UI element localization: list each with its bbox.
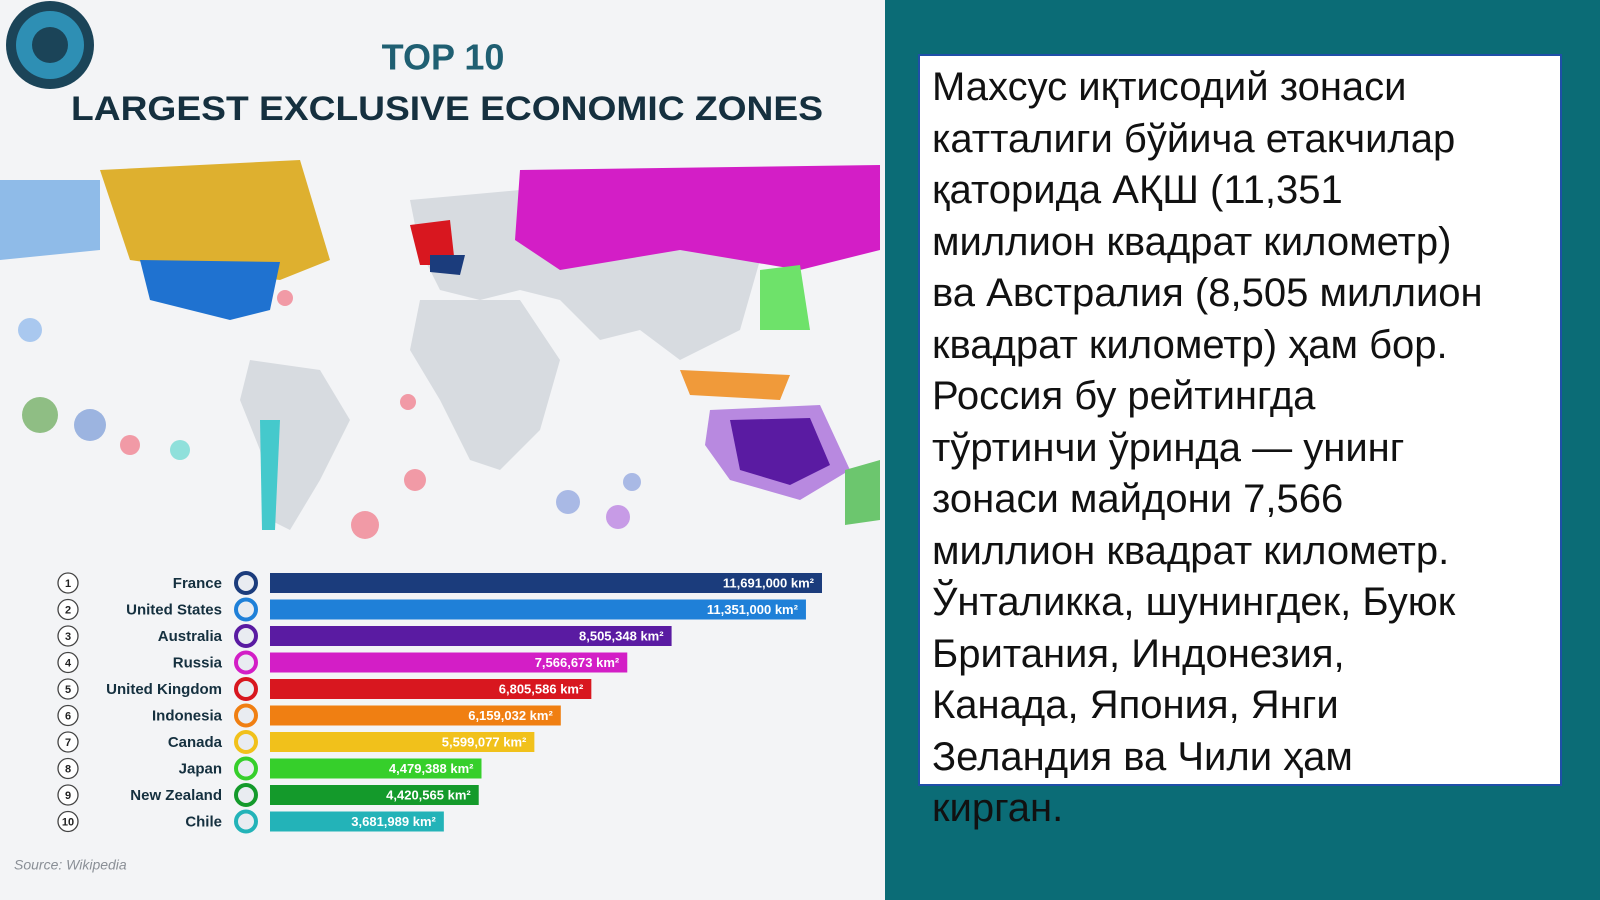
category-label: United States [126, 601, 222, 618]
bar [270, 732, 535, 752]
logo [6, 1, 94, 89]
rank-label: 4 [65, 657, 72, 669]
bar [270, 652, 628, 673]
rank-label: 8 [65, 763, 71, 775]
flag-icon [234, 677, 258, 701]
bar [270, 679, 592, 699]
text-panel-lines: Махсус иқтисодий зонаси катталиги бўйича … [932, 62, 1483, 835]
value-label: 8,505,348 km² [579, 628, 664, 643]
value-label: 7,566,673 km² [535, 655, 620, 670]
category-label: Australia [158, 628, 223, 645]
flag-icon [234, 650, 258, 675]
text-line: Махсус иқтисодий зонаси [932, 65, 1407, 109]
text-line: катталиги бўйича етакчилар [932, 116, 1456, 161]
flag-icon [234, 703, 258, 728]
text-line: Зеландия ва Чили ҳам [932, 734, 1353, 779]
text-line: миллион квадрат километр) [932, 219, 1452, 264]
category-label: United Kingdom [106, 681, 222, 698]
bar [270, 573, 822, 593]
chart-title: TOP 10 [382, 37, 505, 78]
rank-label: 1 [65, 578, 71, 590]
rank-label: 7 [65, 737, 71, 749]
value-label: 11,691,000 km² [723, 575, 815, 590]
bar [270, 758, 482, 779]
world-map [0, 160, 880, 539]
bar [270, 811, 444, 832]
category-label: Canada [168, 734, 223, 751]
text-panel [918, 54, 1562, 786]
infographic: TOP 10 LARGEST EXCLUSIVE ECONOMIC ZONES … [0, 0, 885, 900]
flag-icon [234, 571, 258, 595]
bar [270, 599, 806, 620]
value-label: 6,805,586 km² [499, 681, 584, 696]
rank-badge [57, 651, 79, 674]
value-label: 4,479,388 km² [389, 761, 474, 776]
value-label: 4,420,565 km² [386, 787, 471, 802]
text-line: қаторида АҚШ (11,351 [932, 168, 1343, 212]
rank-label: 3 [65, 631, 71, 643]
rank-badge [57, 757, 79, 780]
flag-icon [234, 809, 258, 834]
bar [270, 626, 672, 646]
rank-label: 2 [65, 604, 71, 616]
text-line: тўртинчи ўринда — унинг [932, 425, 1405, 470]
rank-badge [57, 784, 79, 806]
flag-icon [234, 597, 258, 622]
rank-badge [57, 598, 79, 621]
text-line: Россия бу рейтингда [932, 374, 1316, 418]
rank-badge [57, 704, 79, 727]
rank-badge [57, 731, 79, 753]
chart-subtitle: LARGEST EXCLUSIVE ECONOMIC ZONES [71, 90, 823, 128]
text-line: зонаси майдони 7,566 [932, 477, 1344, 521]
flag-icon [234, 730, 258, 754]
flag-icon [234, 756, 258, 781]
category-label: New Zealand [130, 787, 222, 804]
text-line: Канада, Япония, Янги [932, 683, 1339, 727]
category-label: Indonesia [152, 707, 223, 724]
category-label: Japan [179, 760, 222, 777]
bar [270, 785, 479, 805]
category-label: Chile [185, 813, 222, 830]
rank-label: 6 [65, 710, 71, 722]
value-label: 11,351,000 km² [707, 602, 799, 617]
bar-chart: 1 France 11,691,000 km² 2 United States 11,35… [57, 571, 822, 834]
rank-badge [57, 678, 79, 700]
rank-label: 10 [62, 816, 74, 828]
text-line: квадрат километр) ҳам бор. [932, 322, 1448, 367]
flag-icon [234, 783, 258, 807]
rank-label: 9 [65, 790, 71, 802]
value-label: 5,599,077 km² [442, 734, 527, 749]
bar [270, 705, 561, 726]
text-line: Британия, Индонезия, [932, 631, 1345, 676]
value-label: 3,681,989 km² [351, 814, 436, 829]
rank-badge [57, 572, 79, 594]
rank-label: 5 [65, 684, 71, 696]
text-line: миллион квадрат километр. [932, 528, 1450, 573]
text-line: Ўнталикка, шунингдек, Буюк [932, 580, 1456, 624]
category-label: France [173, 575, 222, 592]
text-line: ва Австралия (8,505 миллион [932, 271, 1483, 315]
rank-badge [57, 810, 79, 833]
value-label: 6,159,032 km² [468, 708, 553, 723]
source-note: Source: Wikipedia [14, 857, 127, 873]
rank-badge [57, 625, 79, 647]
category-label: Russia [173, 654, 223, 671]
text-line: кирган. [932, 786, 1064, 830]
flag-icon [234, 624, 258, 648]
